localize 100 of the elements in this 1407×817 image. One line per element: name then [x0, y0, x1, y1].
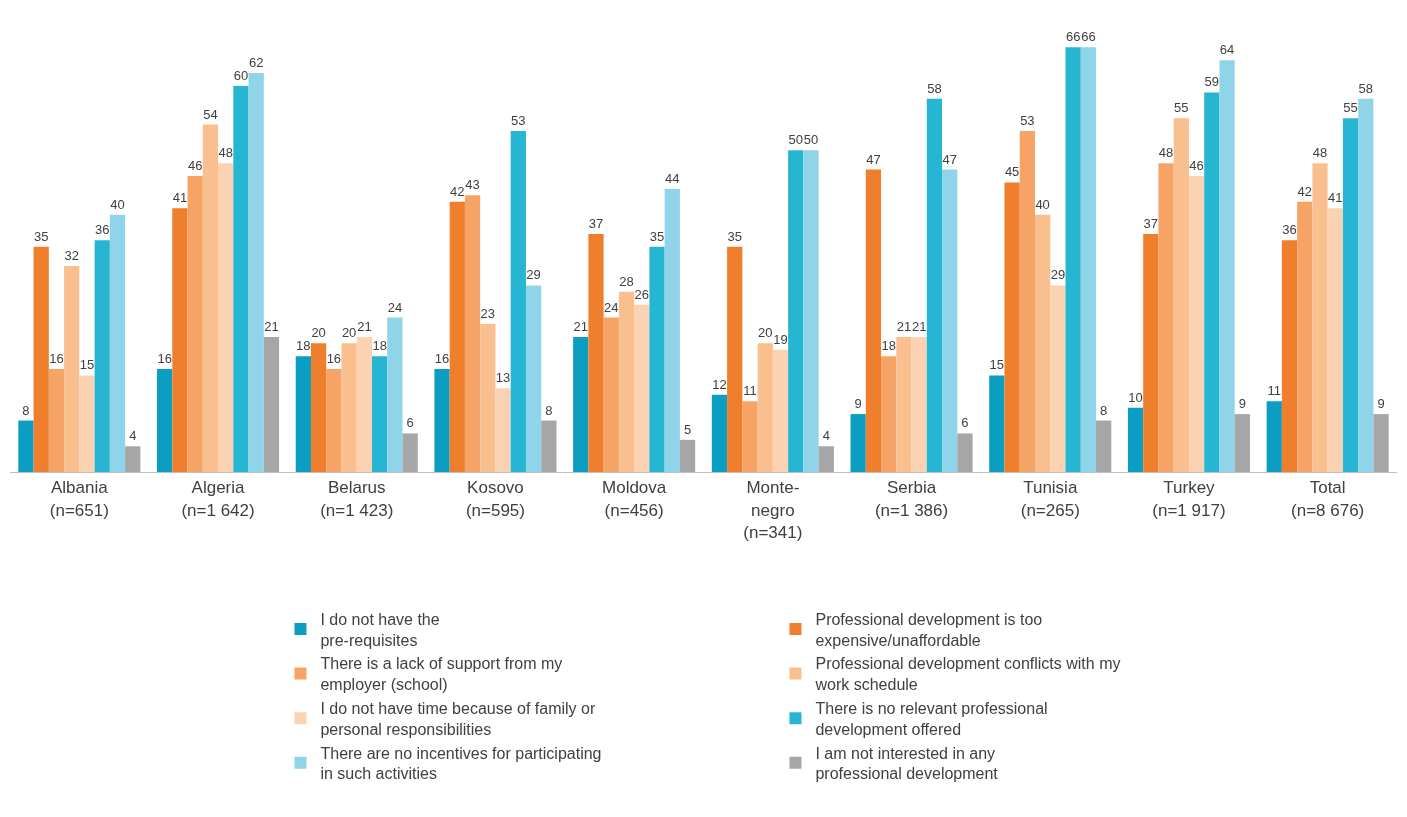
x-tick-label: Belarus (n=1 423) — [320, 478, 394, 520]
bar — [372, 356, 388, 472]
bar — [664, 188, 680, 472]
bar — [865, 169, 882, 472]
data-label: 5 — [683, 421, 692, 437]
bar — [233, 85, 249, 472]
data-label: 21 — [896, 318, 912, 334]
legend-label: There is no relevant professional development offered — [815, 699, 1048, 738]
bar — [1065, 47, 1081, 472]
data-label: 59 — [1204, 74, 1220, 90]
bar — [1158, 163, 1174, 472]
data-label: 40 — [110, 196, 125, 212]
data-label: 8 — [1100, 402, 1108, 418]
data-label: 23 — [480, 306, 496, 322]
bar — [94, 240, 110, 472]
data-label: 8 — [545, 402, 553, 418]
bar — [187, 176, 203, 472]
bar — [326, 369, 342, 472]
x-tick-label: Moldova (n=456) — [602, 478, 667, 520]
data-label: 66 — [1081, 29, 1096, 45]
bar — [495, 388, 511, 472]
legend-label: Professional development is too expensive/unaffordable — [815, 610, 1043, 649]
data-label: 44 — [665, 170, 680, 186]
bar — [64, 266, 80, 472]
data-label: 36 — [1282, 222, 1297, 238]
bar — [1204, 92, 1220, 472]
x-tick-label: Kosovo (n=595) — [465, 478, 525, 520]
data-label: 18 — [372, 338, 387, 354]
data-label: 58 — [927, 80, 942, 96]
bar — [1219, 60, 1235, 472]
data-label: 9 — [1238, 396, 1246, 412]
bar — [525, 285, 542, 472]
data-label: 26 — [634, 286, 650, 302]
bar — [18, 420, 34, 472]
bar — [356, 336, 373, 472]
bar — [1234, 414, 1250, 472]
bar — [1266, 401, 1282, 472]
data-label: 11 — [743, 383, 757, 399]
data-label: 36 — [95, 222, 110, 238]
data-label: 41 — [1328, 190, 1343, 206]
data-label: 21 — [264, 318, 279, 334]
data-label: 46 — [1189, 158, 1204, 174]
bar — [1297, 201, 1313, 472]
data-label: 6 — [406, 415, 414, 431]
bar — [772, 349, 789, 472]
data-label: 24 — [387, 299, 403, 315]
data-label: 10 — [1128, 389, 1143, 405]
data-label: 53 — [511, 112, 526, 128]
legend-label: I do not have time because of family or personal responsibilities — [320, 699, 596, 738]
data-label: 41 — [172, 190, 188, 206]
bar — [1096, 420, 1112, 472]
legend-label: Professional development conflicts with my work schedule — [814, 655, 1121, 694]
data-label: 28 — [619, 273, 634, 289]
data-label: 60 — [233, 67, 249, 83]
bar — [1004, 182, 1020, 472]
x-tick-label: Albania (n=651) — [49, 478, 109, 520]
bar — [125, 446, 141, 472]
bar — [881, 356, 897, 472]
legend-label: There are no incentives for participating in such activities — [320, 744, 602, 783]
data-label: 20 — [311, 325, 326, 341]
bar — [1080, 47, 1097, 472]
x-tick-label: Tunisia (n=265) — [1020, 478, 1080, 520]
bar — [1327, 208, 1343, 472]
data-label: 42 — [450, 183, 465, 199]
data-label: 19 — [773, 331, 788, 347]
data-label: 8 — [22, 402, 30, 418]
data-label: 4 — [822, 428, 830, 444]
bar — [387, 317, 403, 472]
data-label: 54 — [203, 106, 218, 122]
bar — [109, 214, 126, 472]
data-label: 4 — [129, 428, 137, 444]
bar — [480, 324, 496, 472]
bar — [79, 375, 95, 472]
bar — [1312, 163, 1328, 472]
data-label: 16 — [157, 351, 172, 367]
data-label: 47 — [866, 151, 881, 167]
bar — [202, 124, 219, 472]
bar — [434, 369, 450, 472]
data-label: 15 — [79, 357, 95, 373]
bar — [263, 336, 280, 472]
bar — [896, 336, 912, 472]
data-label: 58 — [1358, 80, 1374, 96]
bar — [588, 233, 604, 472]
data-label: 35 — [33, 228, 49, 244]
data-label: 18 — [296, 338, 311, 354]
data-label: 48 — [218, 145, 233, 161]
data-label: 18 — [881, 338, 896, 354]
bar — [679, 439, 696, 472]
bar — [942, 169, 958, 472]
data-label: 21 — [911, 318, 927, 334]
bar — [957, 433, 973, 472]
data-label: 43 — [465, 177, 480, 193]
bar — [1173, 118, 1189, 472]
bar — [341, 343, 357, 472]
data-label: 45 — [1004, 164, 1020, 180]
data-label: 9 — [1377, 396, 1385, 412]
data-label: 20 — [757, 325, 773, 341]
legend-label: I do not have the pre-requisites — [320, 610, 440, 649]
data-label: 62 — [248, 55, 264, 71]
data-label: 32 — [64, 248, 79, 264]
